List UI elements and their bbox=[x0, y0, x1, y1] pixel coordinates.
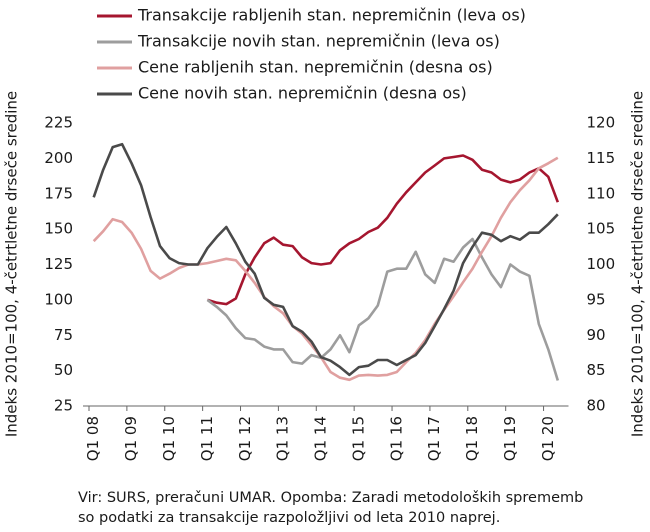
y-axis-label: Indeks 2010=100, 4-četrtletne drseče sre… bbox=[3, 91, 21, 437]
x-tick-label: Q1 15 bbox=[349, 416, 367, 461]
x-tick-label: Q1 09 bbox=[122, 416, 140, 461]
y2-tick-label: 115 bbox=[587, 149, 616, 167]
x-tick-label: Q1 13 bbox=[274, 416, 292, 461]
legend-label: Cene rabljenih stan. nepremičnin (desna … bbox=[138, 58, 493, 77]
y2-tick-label: 105 bbox=[587, 220, 616, 238]
y-tick-label: 200 bbox=[44, 149, 73, 167]
x-tick-label: Q1 19 bbox=[501, 416, 519, 461]
legend-label: Transakcije novih stan. nepremičnin (lev… bbox=[137, 32, 500, 51]
series-line bbox=[206, 237, 560, 381]
series-line bbox=[92, 156, 559, 382]
legend-label: Cene novih stan. nepremičnin (desna os) bbox=[138, 84, 467, 103]
y-tick-label: 175 bbox=[44, 184, 73, 202]
footnote: so podatki za transakcije razpoložljivi … bbox=[78, 510, 500, 526]
y2-tick-label: 80 bbox=[587, 397, 606, 415]
x-tick-label: Q1 16 bbox=[387, 416, 405, 461]
series-line bbox=[207, 154, 560, 306]
y-tick-label: 100 bbox=[44, 290, 73, 308]
x-tick-label: Q1 14 bbox=[312, 416, 330, 461]
footnote: Vir: SURS, preračuni UMAR. Opomba: Zarad… bbox=[78, 490, 583, 506]
y2-tick-label: 100 bbox=[587, 255, 616, 273]
x-tick-label: Q1 08 bbox=[84, 416, 102, 461]
y2-tick-label: 95 bbox=[587, 290, 606, 308]
y2-tick-label: 120 bbox=[587, 114, 616, 132]
y-tick-label: 225 bbox=[44, 114, 73, 132]
y-tick-label: 75 bbox=[54, 326, 73, 344]
y-tick-label: 150 bbox=[44, 220, 73, 238]
x-tick-label: Q1 18 bbox=[463, 416, 481, 461]
y2-tick-label: 85 bbox=[587, 361, 606, 379]
x-tick-label: Q1 20 bbox=[539, 416, 557, 461]
legend-label: Transakcije rabljenih stan. nepremičnin … bbox=[137, 6, 526, 25]
y2-tick-label: 110 bbox=[587, 184, 616, 202]
y-tick-label: 25 bbox=[54, 397, 73, 415]
y-tick-label: 50 bbox=[54, 361, 73, 379]
y-tick-label: 125 bbox=[44, 255, 73, 273]
x-tick-label: Q1 11 bbox=[198, 416, 216, 461]
x-tick-label: Q1 17 bbox=[425, 416, 443, 461]
y2-axis-label: Indeks 2010=100, 4-četrtletne drseče sre… bbox=[629, 91, 647, 437]
y2-tick-label: 90 bbox=[587, 326, 606, 344]
series-line bbox=[92, 142, 559, 377]
x-tick-label: Q1 10 bbox=[160, 416, 178, 461]
x-tick-label: Q1 12 bbox=[236, 416, 254, 461]
